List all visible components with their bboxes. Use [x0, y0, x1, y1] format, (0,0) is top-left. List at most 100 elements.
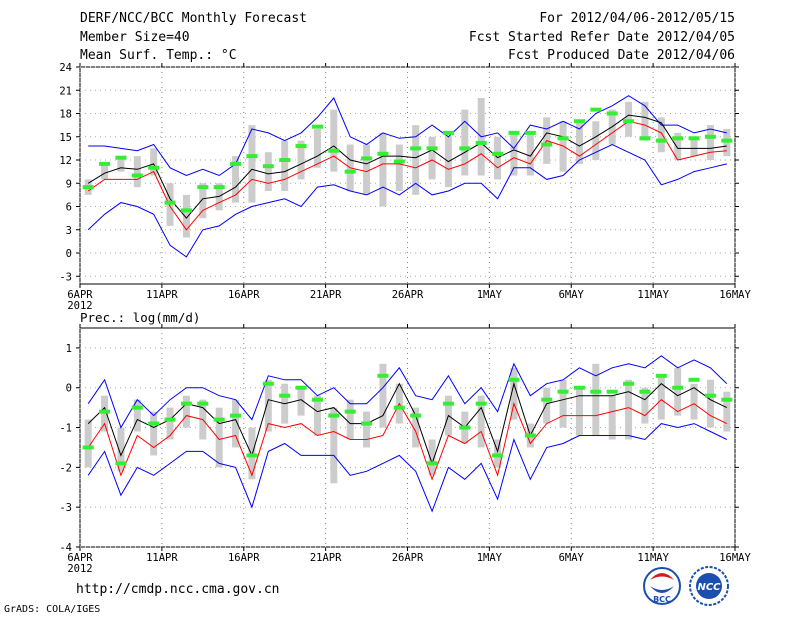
- observation-marker: [573, 385, 585, 390]
- ensemble-spread-bar: [313, 395, 321, 436]
- bcc-swirl-icon: [650, 573, 674, 580]
- series-ctrl-line: [87, 120, 727, 231]
- forecast-period-label: For 2012/04/06-2012/05/15: [539, 11, 735, 26]
- observation-marker: [377, 151, 389, 156]
- ensemble-spread-bar: [182, 194, 190, 238]
- ensemble-spread-bar: [428, 136, 436, 180]
- observation-marker: [492, 453, 504, 458]
- observation-marker: [672, 136, 684, 141]
- observation-marker: [311, 124, 323, 129]
- ensemble-spread-bar: [232, 399, 240, 448]
- observation-marker: [115, 155, 127, 160]
- observation-marker: [393, 159, 405, 164]
- observation-marker: [344, 169, 356, 174]
- observation-marker: [541, 142, 553, 147]
- ensemble-spread-bar: [166, 407, 174, 440]
- observation-marker: [164, 200, 176, 205]
- ensemble-spread-bar: [690, 136, 698, 157]
- ensemble-spread-bar: [641, 101, 649, 141]
- ensemble-spread-bar: [559, 379, 567, 428]
- observation-marker: [459, 146, 471, 151]
- ensemble-spread-bar: [592, 363, 600, 436]
- y-tick-label: 12: [59, 155, 72, 167]
- ensemble-spread-bar: [101, 163, 109, 180]
- observation-marker: [410, 413, 422, 418]
- ensemble-spread-bar: [412, 125, 420, 195]
- observation-marker: [655, 138, 667, 143]
- ensemble-spread-bar: [363, 144, 371, 195]
- precip-variable-label: Prec.: log(mm/d): [80, 310, 200, 325]
- ensemble-spread-bar: [117, 427, 125, 472]
- chart-title: DERF/NCC/BCC Monthly Forecast: [80, 11, 307, 26]
- observation-marker: [541, 397, 553, 402]
- observation-marker: [672, 385, 684, 390]
- observation-marker: [180, 208, 192, 213]
- observation-marker: [99, 409, 111, 414]
- observation-marker: [606, 389, 618, 394]
- observation-marker: [213, 417, 225, 422]
- x-tick-label: 26APR: [392, 552, 424, 564]
- y-tick-label: -4: [59, 542, 72, 554]
- observation-marker: [524, 130, 536, 135]
- source-url[interactable]: http://cmdp.ncc.cma.gov.cn: [76, 582, 280, 597]
- ensemble-spread-bar: [117, 156, 125, 172]
- grads-credit: GrADS: COLA/IGES: [4, 604, 101, 615]
- observation-marker: [704, 393, 716, 398]
- observation-marker: [311, 397, 323, 402]
- observation-marker: [279, 393, 291, 398]
- ensemble-spread-bar: [690, 383, 698, 420]
- observation-marker: [721, 138, 733, 143]
- series-max-line: [88, 95, 727, 177]
- y-tick-label: -3: [59, 502, 72, 514]
- observation-marker: [246, 453, 258, 458]
- observation-marker: [590, 389, 602, 394]
- observation-marker: [426, 146, 438, 151]
- y-tick-label: -1: [59, 423, 72, 435]
- series-min-line: [87, 143, 727, 258]
- ensemble-spread-bar: [575, 387, 583, 436]
- observation-marker: [557, 136, 569, 141]
- observation-marker: [524, 433, 536, 438]
- observation-marker: [197, 185, 209, 190]
- x-tick-label: 16MAY: [719, 552, 751, 564]
- y-tick-label: 0: [66, 248, 72, 260]
- observation-marker: [328, 148, 340, 153]
- year-label: 2012: [67, 563, 92, 575]
- observation-marker: [655, 373, 667, 378]
- ensemble-spread-bar: [363, 411, 371, 448]
- x-tick-label: 6APR: [67, 552, 93, 564]
- observation-marker: [459, 425, 471, 430]
- ensemble-spread-bar: [477, 395, 485, 448]
- y-tick-label: 15: [59, 132, 72, 144]
- ensemble-spread-bar: [526, 132, 534, 176]
- observation-marker: [230, 413, 242, 418]
- observation-marker: [721, 397, 733, 402]
- ensemble-spread-bar: [330, 109, 338, 172]
- bcc-logo: BCC: [643, 567, 681, 605]
- produced-date-label: Fcst Produced Date 2012/04/06: [508, 48, 735, 63]
- observation-marker: [623, 381, 635, 386]
- observation-marker: [377, 373, 389, 378]
- ensemble-spread-bar: [264, 152, 272, 191]
- observation-marker: [148, 421, 160, 426]
- ncc-logo-text: NCC: [697, 582, 721, 593]
- y-tick-label: 21: [59, 85, 72, 97]
- observation-marker: [704, 134, 716, 139]
- ensemble-spread-bar: [510, 132, 518, 176]
- observation-marker: [197, 401, 209, 406]
- bcc-logo-text: BCC: [653, 595, 671, 604]
- ensemble-spread-bar: [379, 132, 387, 207]
- x-tick-label: 21APR: [310, 552, 342, 564]
- observation-marker: [426, 461, 438, 466]
- observation-marker: [508, 130, 520, 135]
- y-tick-label: -2: [59, 462, 72, 474]
- ensemble-spread-bar: [281, 140, 289, 191]
- ensemble-spread-bar: [706, 379, 714, 428]
- series-max-line: [87, 355, 728, 429]
- y-tick-label: -3: [59, 271, 72, 283]
- ensemble-spread-bar: [412, 407, 420, 448]
- observation-marker: [623, 119, 635, 124]
- member-size-label: Member Size=40: [80, 30, 190, 45]
- observation-marker: [131, 173, 143, 178]
